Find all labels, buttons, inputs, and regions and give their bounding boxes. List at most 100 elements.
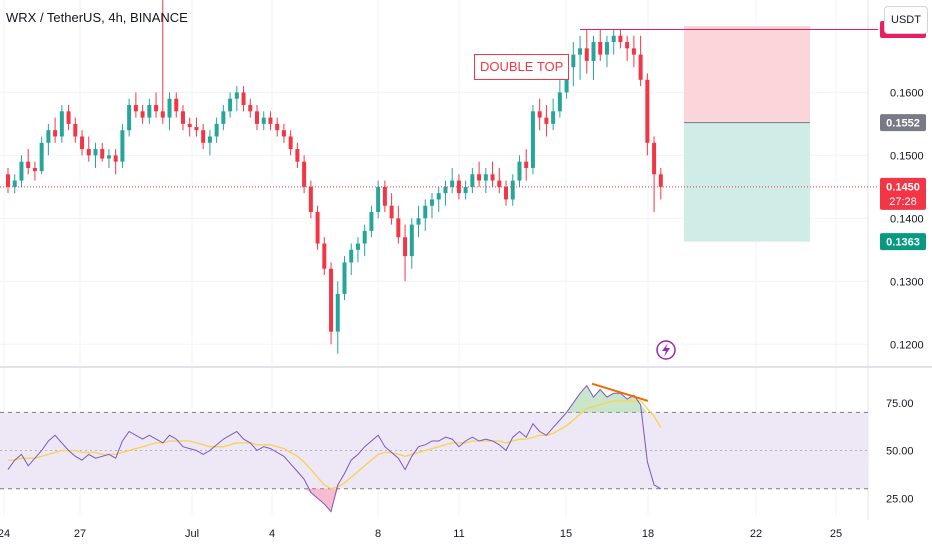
candle-body bbox=[658, 174, 663, 187]
candle bbox=[133, 92, 138, 118]
candle-body bbox=[329, 268, 334, 332]
price-tag-bg bbox=[880, 177, 926, 210]
take-profit-zone bbox=[684, 122, 810, 242]
rsi-pane bbox=[0, 382, 868, 513]
candle-body bbox=[53, 130, 58, 137]
price-level-lines bbox=[0, 28, 878, 188]
lightning-icon-bolt bbox=[662, 343, 670, 357]
candle bbox=[127, 98, 132, 137]
position-zones bbox=[684, 26, 810, 242]
candle bbox=[450, 167, 455, 194]
candle-body bbox=[349, 249, 354, 263]
candle bbox=[288, 130, 293, 156]
candle-countdown: 27:28 bbox=[889, 196, 917, 208]
price-tick-label: 0.1300 bbox=[890, 276, 924, 288]
candle-body bbox=[571, 54, 576, 68]
candle bbox=[578, 35, 583, 80]
candle-body bbox=[315, 212, 320, 244]
candle-body bbox=[537, 111, 542, 118]
candle-body bbox=[645, 79, 650, 143]
candle bbox=[322, 237, 327, 275]
candle-body bbox=[450, 180, 455, 187]
candle-body bbox=[403, 237, 408, 257]
candle-body bbox=[443, 186, 448, 194]
candle bbox=[187, 117, 192, 137]
candle bbox=[19, 155, 24, 187]
candle-body bbox=[652, 142, 657, 175]
price-tick-label: 0.1200 bbox=[890, 339, 924, 351]
candle-body bbox=[120, 130, 125, 162]
candle bbox=[436, 186, 441, 213]
price-tag-last: 0.1450 27:28 bbox=[880, 177, 926, 210]
candle-body bbox=[248, 105, 253, 112]
candle-body bbox=[517, 161, 522, 181]
candle bbox=[369, 205, 374, 238]
candle-body bbox=[436, 193, 441, 200]
candle bbox=[201, 123, 206, 150]
candle bbox=[403, 224, 408, 282]
price-tick-label: 0.1500 bbox=[890, 150, 924, 162]
candle-body bbox=[544, 117, 549, 124]
currency-button[interactable]: USDT bbox=[884, 6, 928, 34]
candle bbox=[255, 105, 260, 131]
candle-body bbox=[221, 111, 226, 124]
candle bbox=[315, 205, 320, 250]
price-tag-entry: 0.1552 bbox=[880, 114, 926, 132]
candle-body bbox=[524, 161, 529, 168]
candle-body bbox=[510, 180, 515, 200]
candle bbox=[652, 136, 657, 213]
candle-body bbox=[86, 149, 91, 156]
price-tick-label: 0.1400 bbox=[890, 213, 924, 225]
candle-body bbox=[100, 149, 105, 159]
candle bbox=[140, 105, 145, 124]
time-tick-label: 24 bbox=[0, 528, 10, 540]
time-tick-label: 4 bbox=[269, 528, 275, 540]
candle-body bbox=[19, 161, 24, 181]
candle bbox=[571, 42, 576, 87]
candle bbox=[463, 180, 468, 200]
candle bbox=[645, 73, 650, 156]
candle-body bbox=[504, 186, 509, 200]
candle bbox=[106, 149, 111, 168]
candle-body bbox=[194, 127, 199, 131]
candle-body bbox=[127, 105, 132, 131]
candle-body bbox=[308, 186, 313, 213]
candle bbox=[510, 174, 515, 206]
candle-body bbox=[369, 212, 374, 231]
candle-body bbox=[456, 180, 461, 194]
candle bbox=[174, 92, 179, 118]
price-tag-target: 0.1363 bbox=[880, 233, 926, 251]
candle bbox=[604, 35, 609, 68]
candle-body bbox=[268, 117, 273, 124]
candle bbox=[504, 180, 509, 206]
candle-body bbox=[46, 130, 51, 143]
candle bbox=[524, 149, 529, 181]
candle bbox=[355, 237, 360, 263]
candle-body bbox=[463, 186, 468, 194]
candle bbox=[46, 123, 51, 156]
candle bbox=[180, 105, 185, 131]
candle-body bbox=[638, 54, 643, 80]
candle-body bbox=[12, 180, 17, 187]
candle bbox=[551, 98, 556, 131]
candle bbox=[214, 117, 219, 143]
time-tick-label: Jul bbox=[185, 528, 199, 540]
candle-body bbox=[490, 174, 495, 181]
time-tick-label: 27 bbox=[74, 528, 86, 540]
price-tag-label: 0.1450 bbox=[886, 181, 920, 193]
candle bbox=[160, 0, 165, 124]
candle bbox=[429, 193, 434, 219]
candle bbox=[66, 105, 71, 131]
candle bbox=[59, 105, 64, 143]
rsi-overbought-fill bbox=[566, 385, 648, 413]
candle bbox=[154, 92, 159, 118]
candle-body bbox=[59, 111, 64, 137]
candle-body bbox=[73, 123, 78, 137]
candle bbox=[120, 123, 125, 168]
candle-body bbox=[180, 111, 185, 124]
bearish-divergence-line bbox=[591, 382, 649, 402]
candle bbox=[248, 98, 253, 118]
candle bbox=[12, 174, 17, 194]
